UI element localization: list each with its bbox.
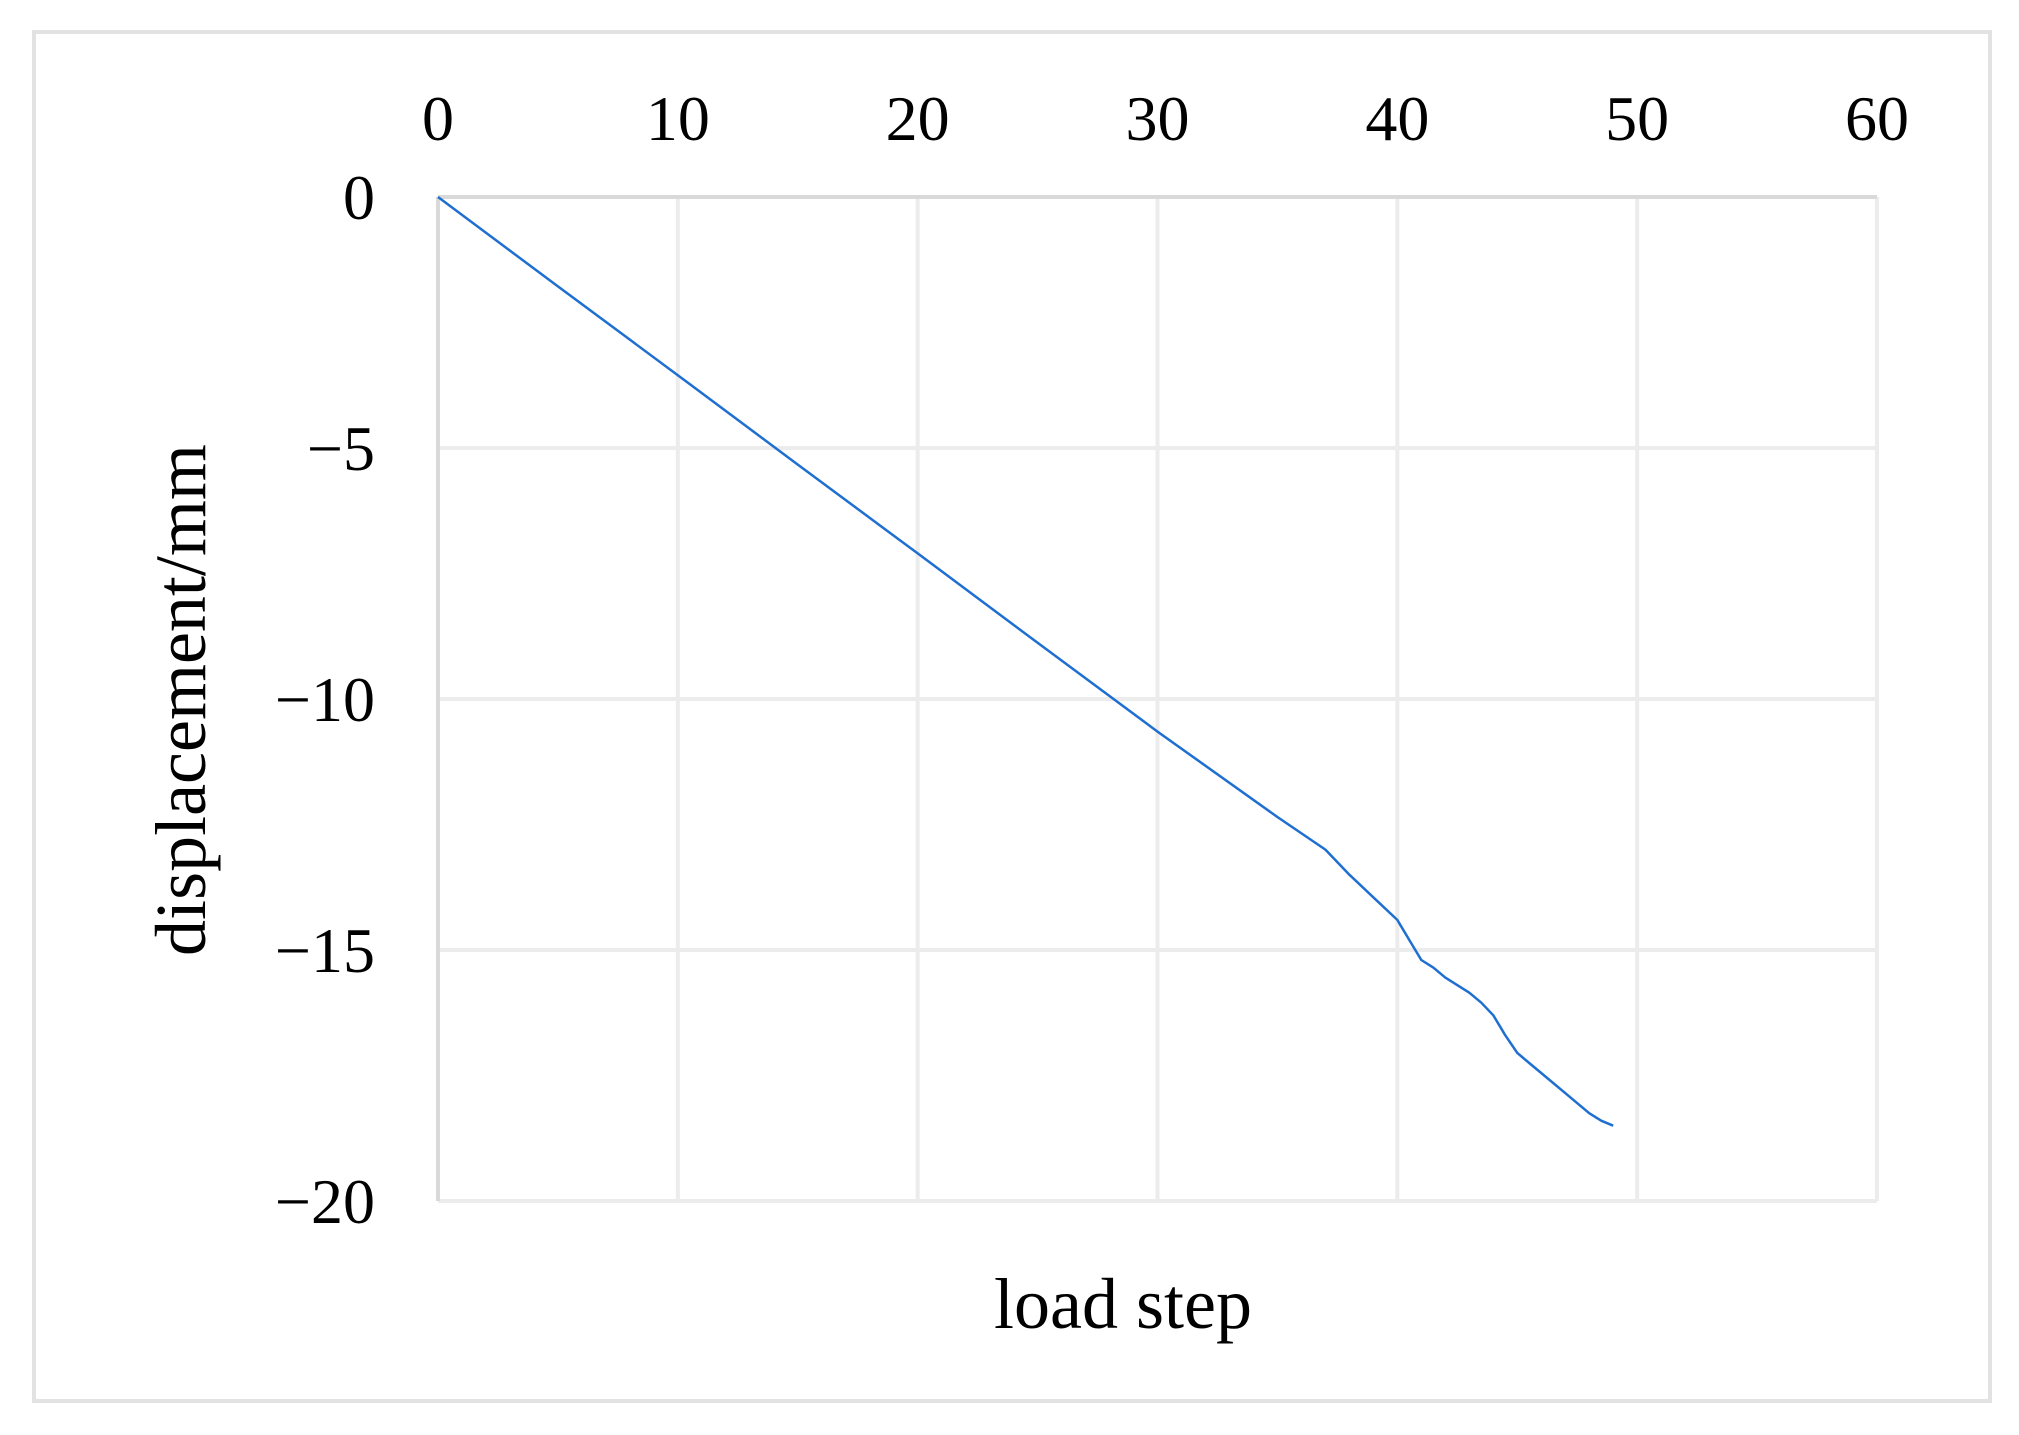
chart-grid <box>436 195 1879 1203</box>
y-tick-label: −10 <box>275 664 375 735</box>
chart-series <box>437 195 1614 1127</box>
y-tick-label: 0 <box>343 162 375 233</box>
x-tick-label: 40 <box>1365 83 1429 154</box>
y-axis-title: displacement/mm <box>141 444 221 956</box>
y-tick-label: −5 <box>307 413 375 484</box>
x-tick-label: 0 <box>422 83 454 154</box>
figure-frame <box>32 30 1992 1403</box>
x-tick-label: 50 <box>1605 83 1669 154</box>
x-tick-label: 30 <box>1126 83 1190 154</box>
x-axis-title: load step <box>994 1264 1252 1344</box>
y-tick-label: −20 <box>275 1166 375 1237</box>
x-tick-labels: 0 10 20 30 40 50 60 <box>422 83 1909 154</box>
series-line <box>437 195 1614 1127</box>
x-tick-label: 60 <box>1845 83 1909 154</box>
y-tick-label: −15 <box>275 915 375 986</box>
x-tick-label: 20 <box>886 83 950 154</box>
x-tick-label: 10 <box>646 83 710 154</box>
y-tick-labels: 0 −5 −10 −15 −20 <box>275 162 375 1237</box>
